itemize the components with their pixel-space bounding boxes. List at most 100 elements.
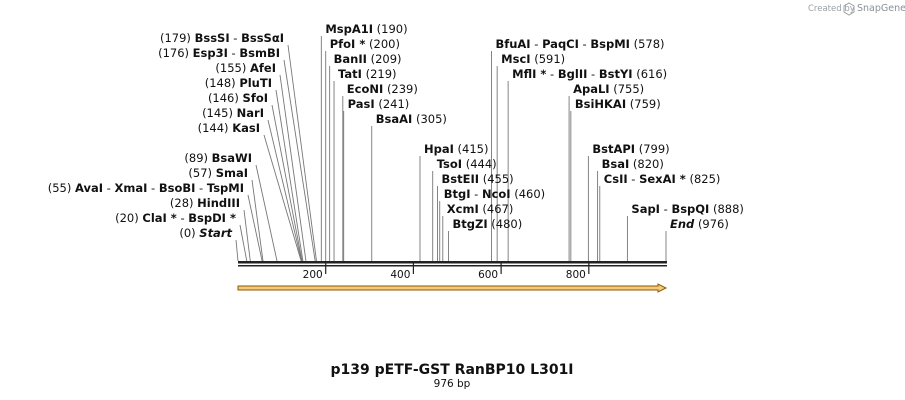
enzyme-name: TspMI xyxy=(207,181,244,195)
backbone-top-strand xyxy=(238,261,667,264)
methylation-star: * xyxy=(536,67,546,81)
site-label: BtgZI (480) xyxy=(452,217,522,231)
site-label: (179) BssSI - BssSαI xyxy=(160,31,284,45)
site-position: (455) xyxy=(483,172,514,186)
enzyme-name: BspQI xyxy=(671,202,709,216)
site-leader-line xyxy=(255,164,278,262)
enzyme-name: ClaI xyxy=(142,211,166,225)
site-label: MspA1I (190) xyxy=(325,22,407,36)
site-position: (578) xyxy=(634,37,665,51)
snapgene-name: SnapGene xyxy=(857,3,905,14)
enzyme-name: BsoBI xyxy=(159,181,196,195)
site-position: (591) xyxy=(534,52,565,66)
site-label: MflI * - BglII - BstYI (616) xyxy=(512,67,667,81)
site-position: (55) xyxy=(48,181,72,195)
site-position: (148) xyxy=(205,76,236,90)
site-label: BsaI (820) xyxy=(602,157,664,171)
feature-arrow xyxy=(237,283,668,293)
site-position: (305) xyxy=(416,112,447,126)
site-label: SapI - BspQI (888) xyxy=(631,202,744,216)
site-label: BsiHKAI (759) xyxy=(575,97,661,111)
enzyme-name: XmaI xyxy=(114,181,147,195)
site-label: BfuAI - PaqCI - BspMI (578) xyxy=(495,37,664,51)
site-position: (179) xyxy=(160,31,191,45)
site-position: (28) xyxy=(170,196,194,210)
site-label: CsII - SexAI * (825) xyxy=(604,172,721,186)
enzyme-name: TsoI xyxy=(437,157,462,171)
site-leader-line xyxy=(251,179,264,262)
site-label: (0) Start xyxy=(179,226,232,240)
site-position: (146) xyxy=(208,91,239,105)
site-position: (89) xyxy=(184,151,208,165)
enzyme-name: PluTI xyxy=(239,76,272,90)
site-label: TatI (219) xyxy=(338,67,397,81)
enzyme-name: BfuAI xyxy=(495,37,530,51)
enzyme-name: SfoI xyxy=(243,91,268,105)
enzyme-name: PfoI xyxy=(330,37,356,51)
enzyme-name: NcoI xyxy=(482,187,511,201)
enzyme-name: BtgZI xyxy=(452,217,487,231)
site-label: XcmI (467) xyxy=(447,202,514,216)
enzyme-name: EcoNI xyxy=(347,82,383,96)
site-label: BtgI - NcoI (460) xyxy=(444,187,545,201)
enzyme-separator: - xyxy=(177,211,188,225)
site-label: (144) KasI xyxy=(198,121,260,135)
site-label: (20) ClaI * - BspDI * xyxy=(115,211,236,225)
enzyme-separator: - xyxy=(587,67,598,81)
site-label: TsoI (444) xyxy=(437,157,497,171)
site-leader-line xyxy=(263,134,302,262)
site-leader-line xyxy=(247,194,263,262)
enzyme-separator: - xyxy=(471,187,482,201)
site-position: (209) xyxy=(371,52,402,66)
enzyme-separator: - xyxy=(628,172,639,186)
enzyme-name: BsaI xyxy=(602,157,630,171)
methylation-star: * xyxy=(226,211,236,225)
backbone-bottom-strand xyxy=(238,265,667,267)
axis-tick-label: 600 xyxy=(478,269,498,281)
site-position: (145) xyxy=(202,106,233,120)
leader-lines xyxy=(235,36,667,262)
site-position: (176) xyxy=(158,46,189,60)
site-label: BstAPI (799) xyxy=(592,142,669,156)
site-leader-line xyxy=(243,209,251,262)
site-label: (155) AfeI xyxy=(215,61,276,75)
site-label: EcoNI (239) xyxy=(347,82,418,96)
enzyme-name: BsmBI xyxy=(239,46,280,60)
enzyme-name: BstYI xyxy=(599,67,633,81)
site-position: (415) xyxy=(458,142,489,156)
enzyme-separator: - xyxy=(660,202,671,216)
site-label: (148) PluTI xyxy=(205,76,272,90)
enzyme-name: MspA1I xyxy=(325,22,373,36)
site-position: (467) xyxy=(482,202,513,216)
site-leader-line xyxy=(267,119,303,262)
axis-tick-label: 200 xyxy=(303,269,323,281)
enzyme-name: XcmI xyxy=(447,202,479,216)
site-position: (480) xyxy=(491,217,522,231)
site-position: (616) xyxy=(636,67,667,81)
enzyme-separator: - xyxy=(230,31,241,45)
enzyme-name: BstEII xyxy=(442,172,480,186)
methylation-star: * xyxy=(676,172,686,186)
site-position: (241) xyxy=(378,97,409,111)
site-position: (144) xyxy=(198,121,229,135)
site-label: PasI (241) xyxy=(348,97,410,111)
enzyme-name: Start xyxy=(199,226,232,240)
site-leader-line xyxy=(239,224,248,262)
site-position: (799) xyxy=(639,142,670,156)
site-leader-line xyxy=(279,74,307,262)
snapgene-logo-icon xyxy=(843,2,855,16)
enzyme-separator: - xyxy=(228,46,239,60)
methylation-star: * xyxy=(355,37,365,51)
enzyme-name: SapI xyxy=(631,202,660,216)
enzyme-name: BglII xyxy=(558,67,588,81)
site-label: ApaLI (755) xyxy=(573,82,644,96)
orange-feature-arrow xyxy=(237,283,668,293)
site-leader-line xyxy=(275,89,304,262)
site-position: (0) xyxy=(179,226,195,240)
site-label: (28) HindIII xyxy=(170,196,240,210)
enzyme-name: BspDI xyxy=(188,211,226,225)
enzyme-name: SmaI xyxy=(216,166,248,180)
site-label: MscI (591) xyxy=(501,52,565,66)
enzyme-name: BssSαI xyxy=(241,31,284,45)
enzyme-name: BsaAI xyxy=(376,112,413,126)
